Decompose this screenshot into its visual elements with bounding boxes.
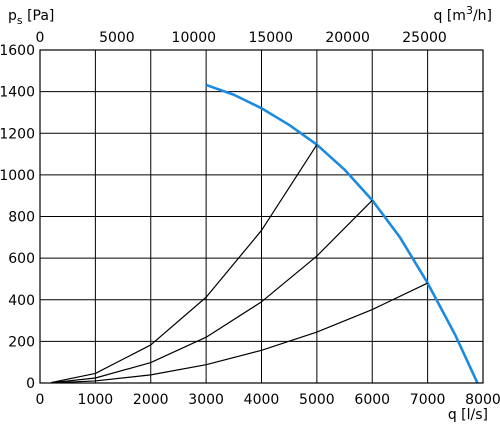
x-top-tick-label: 15000 xyxy=(248,30,293,46)
fan-curve xyxy=(205,83,479,384)
system-curve-1 xyxy=(50,144,318,384)
x-bottom-tick-label: 6000 xyxy=(354,392,390,408)
y-tick-label: 1000 xyxy=(0,168,35,184)
curves xyxy=(50,83,479,384)
y-axis-label-sub: s xyxy=(17,14,23,27)
plot-frame xyxy=(39,49,484,384)
x-top-axis-label-main: q [m xyxy=(434,8,466,24)
x-bottom-tick-label: 0 xyxy=(36,392,45,408)
x-top-tick-label: 20000 xyxy=(325,30,370,46)
y-tick-labels: 0 200 400 600 800 1000 1200 1400 1600 xyxy=(0,43,35,392)
x-top-axis-label: q [m3/h] xyxy=(434,4,493,24)
grid-lines xyxy=(39,49,484,384)
y-axis-label-main: p xyxy=(8,8,17,24)
y-tick-label: 200 xyxy=(8,334,35,350)
y-tick-label: 1200 xyxy=(0,126,35,142)
x-bottom-tick-label: 7000 xyxy=(410,392,446,408)
x-top-tick-label: 0 xyxy=(36,30,45,46)
system-curve-2 xyxy=(51,199,373,384)
y-tick-label: 400 xyxy=(8,293,35,309)
y-tick-label: 0 xyxy=(26,376,35,392)
x-top-tick-label: 10000 xyxy=(172,30,217,46)
x-top-axis-label-sup: 3 xyxy=(466,4,473,17)
x-top-tick-label: 5000 xyxy=(99,30,135,46)
system-curve-3 xyxy=(51,282,428,384)
x-top-tick-label: 25000 xyxy=(402,30,447,46)
x-top-axis-label-tail: /h] xyxy=(473,8,492,24)
x-bottom-tick-label: 5000 xyxy=(299,392,335,408)
x-bottom-tick-label: 2000 xyxy=(133,392,169,408)
y-tick-label: 600 xyxy=(8,251,35,267)
y-tick-label: 1600 xyxy=(0,43,35,59)
x-bottom-tick-label: 4000 xyxy=(244,392,280,408)
y-axis-label-unit: [Pa] xyxy=(23,8,55,24)
x-bottom-axis-label: q [l/s] xyxy=(448,407,488,423)
y-axis-label: ps [Pa] xyxy=(8,8,54,27)
x-top-tick-labels: 0 5000 10000 15000 20000 25000 xyxy=(36,30,447,46)
y-tick-label: 1400 xyxy=(0,85,35,101)
x-bottom-tick-label: 1000 xyxy=(78,392,114,408)
x-bottom-tick-label: 8000 xyxy=(465,392,500,408)
y-tick-label: 800 xyxy=(8,210,35,226)
x-bottom-tick-label: 3000 xyxy=(188,392,224,408)
x-bottom-tick-labels: 0 1000 2000 3000 4000 5000 6000 7000 8000 xyxy=(36,392,500,408)
